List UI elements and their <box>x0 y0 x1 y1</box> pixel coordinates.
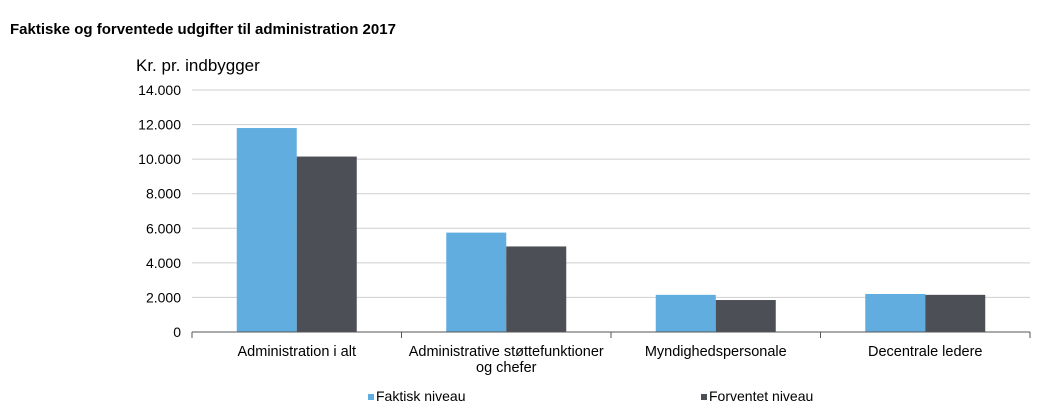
y-tick-label: 10.000 <box>138 151 181 167</box>
bar <box>506 246 567 332</box>
y-tick-label: 6.000 <box>146 220 181 236</box>
y-tick-label: 2.000 <box>146 289 181 305</box>
bar <box>446 232 507 332</box>
chart-title: Faktiske og forventede udgifter til admi… <box>10 21 396 38</box>
category-label: Administrative støttefunktioner og chefer <box>409 344 604 376</box>
legend-item: Faktisk niveau <box>368 388 465 404</box>
bar <box>236 128 297 332</box>
category-label-line: Decentrale ledere <box>868 344 982 360</box>
legend: Faktisk niveau Forventet niveau <box>368 388 813 404</box>
category-label-line: Administration i alt <box>238 344 356 360</box>
category-label-line: og chefer <box>476 360 537 376</box>
y-tick-label: 8.000 <box>146 186 181 202</box>
bar <box>296 156 357 332</box>
category-label: Administration i alt <box>238 344 356 360</box>
bar <box>715 300 776 332</box>
bar <box>925 294 986 332</box>
bar <box>865 293 926 332</box>
y-tick-label: 12.000 <box>138 117 181 133</box>
y-tick-label: 0 <box>173 324 181 340</box>
legend-item: Forventet niveau <box>701 388 813 404</box>
category-label: Myndighedspersonale <box>645 344 787 360</box>
legend-swatch <box>368 394 374 400</box>
y-tick-label: 14.000 <box>138 82 181 98</box>
y-axis-label: Kr. pr. indbygger <box>136 56 260 75</box>
bar <box>655 294 716 332</box>
category-label-line: Myndighedspersonale <box>645 344 787 360</box>
x-axis-ticks <box>191 332 1031 338</box>
category-label-line: Administrative støttefunktioner <box>409 344 604 360</box>
legend-label: Forventet niveau <box>709 388 813 404</box>
bars <box>236 128 986 332</box>
category-labels: Administration i alt Administrative støtt… <box>238 344 983 376</box>
category-label: Decentrale ledere <box>868 344 982 360</box>
legend-label: Faktisk niveau <box>376 388 465 404</box>
legend-swatch <box>701 394 707 400</box>
y-tick-label: 4.000 <box>146 255 181 271</box>
y-axis-ticks: 0 2.000 4.000 6.000 8.000 10.000 12.000 14.000 <box>138 82 181 340</box>
